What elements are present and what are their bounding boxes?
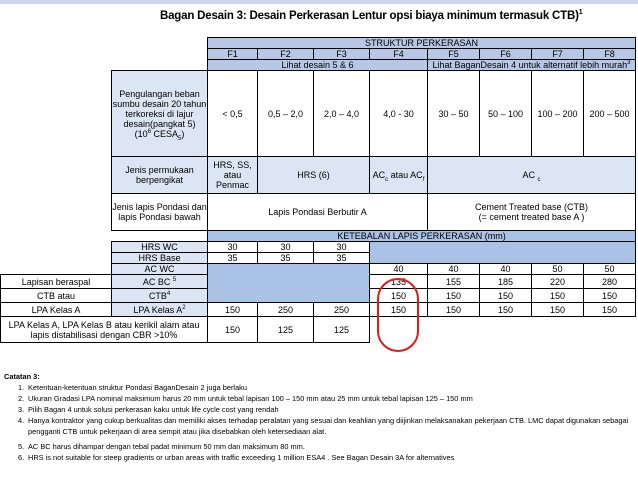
ctb-atau-label: CTB atau bbox=[0, 288, 112, 303]
note-4: 4. Hanya kontraktor yang cukup berkualita… bbox=[18, 416, 629, 425]
ctb-f7: 150 bbox=[531, 288, 584, 303]
hrs-wc-label: HRS WC bbox=[111, 241, 208, 253]
f4-highlight-circle bbox=[377, 278, 419, 352]
hrs-base-f3: 35 bbox=[313, 252, 370, 264]
hrs-wc-f1: 30 bbox=[207, 241, 258, 253]
pengulangan-f2: 0,5 – 2,0 bbox=[257, 70, 314, 157]
lpa-bawah-f1: 150 bbox=[207, 316, 258, 343]
lpa-f2: 250 bbox=[257, 302, 314, 317]
lpa-bawah-f3: 125 bbox=[313, 316, 370, 343]
pengulangan-f8: 200 – 500 bbox=[583, 70, 636, 157]
lpa-f4: 150 bbox=[369, 302, 428, 317]
note-5: 5. AC BC harus dihampar dengan tebal pada… bbox=[18, 442, 305, 451]
col-f2: F2 bbox=[257, 48, 314, 60]
lapisan-beraspal-label: Lapisan beraspal bbox=[0, 274, 112, 289]
pondasi-right: Cement Treated base (CTB) (= cement treat… bbox=[427, 193, 636, 231]
ac-wc-f6: 40 bbox=[479, 263, 532, 275]
note-2: 2. Ukuran Gradasi LPA nominal maksimum ha… bbox=[18, 394, 473, 403]
hrs-base-label: HRS Base bbox=[111, 252, 208, 264]
top-accent-bar bbox=[0, 0, 638, 4]
ac-bc-f6: 185 bbox=[479, 274, 532, 289]
lihat-desain-left: Lihat desain 5 & 6 bbox=[207, 59, 428, 71]
lpa-bawah-label: LPA Kelas A, LPA Kelas B atau kerikil al… bbox=[0, 316, 208, 343]
ac-wc-f7: 50 bbox=[531, 263, 584, 275]
pengulangan-f3: 2,0 – 4,0 bbox=[313, 70, 370, 157]
col-f4: F4 bbox=[369, 48, 428, 60]
ac-wc-f4: 40 bbox=[369, 263, 428, 275]
ac-bc-label: AC BC 5 bbox=[111, 274, 208, 289]
lpa-f1: 150 bbox=[207, 302, 258, 317]
col-f8: F8 bbox=[583, 48, 636, 60]
lpa-f3: 250 bbox=[313, 302, 370, 317]
ac-bc-f8: 280 bbox=[583, 274, 636, 289]
lpa-f5: 150 bbox=[427, 302, 480, 317]
ac-bc-f7: 220 bbox=[531, 274, 584, 289]
lpa-f7: 150 bbox=[531, 302, 584, 317]
permukaan-f2-f3: HRS (6) bbox=[257, 156, 370, 194]
permukaan-f1: HRS, SS, atau Penmac bbox=[207, 156, 258, 194]
hrs-base-f2: 35 bbox=[257, 252, 314, 264]
ketebalan-header: KETEBALAN LAPIS PERKERASAN (mm) bbox=[207, 230, 636, 242]
pengulangan-f7: 100 – 200 bbox=[531, 70, 584, 157]
lpa-kelas-a-side-label: LPA Kelas A bbox=[0, 302, 112, 317]
blank-left bbox=[207, 263, 370, 303]
hrs-wc-f3: 30 bbox=[313, 241, 370, 253]
ctb-f5: 150 bbox=[427, 288, 480, 303]
col-f7: F7 bbox=[531, 48, 584, 60]
pondasi-left: Lapis Pondasi Berbutir A bbox=[207, 193, 428, 231]
ctb-f8: 150 bbox=[583, 288, 636, 303]
struktur-header: STRUKTUR PERKERASAN bbox=[207, 37, 636, 49]
notes-heading: Catatan 3: bbox=[4, 372, 40, 381]
note-4-cont: pengganti CTB untuk pekerjaan di area se… bbox=[28, 427, 327, 436]
lpa-f8: 150 bbox=[583, 302, 636, 317]
pavement-design-table: STRUKTUR PERKERASAN F1 F2 F3 F4 F5 F6 F7… bbox=[0, 37, 636, 343]
pengulangan-f5: 30 – 50 bbox=[427, 70, 480, 157]
ac-wc-f8: 50 bbox=[583, 263, 636, 275]
ac-wc-f5: 40 bbox=[427, 263, 480, 275]
page-title: Bagan Desain 3: Desain Perkerasan Lentur… bbox=[160, 9, 583, 22]
lpa-f6: 150 bbox=[479, 302, 532, 317]
pengulangan-label: Pengulangan beban sumbu desain 20 tahun … bbox=[111, 70, 208, 157]
ctb-label: CTB4 bbox=[111, 288, 208, 303]
note-3: 3. Pilih Bagan 4 untuk solusi perkerasan … bbox=[18, 405, 279, 414]
col-f5: F5 bbox=[427, 48, 480, 60]
blank-upper-right bbox=[369, 241, 636, 264]
ac-bc-f5: 155 bbox=[427, 274, 480, 289]
permukaan-f4: ACc atau ACf bbox=[369, 156, 428, 194]
col-f6: F6 bbox=[479, 48, 532, 60]
col-f1: F1 bbox=[207, 48, 258, 60]
lihat-desain-right: Lihat BaganDesain 4 untuk alternatif leb… bbox=[427, 59, 636, 71]
note-6: 6. HRS is not suitable for steep gradient… bbox=[18, 453, 455, 462]
col-f3: F3 bbox=[313, 48, 370, 60]
lpa-bawah-f2: 125 bbox=[257, 316, 314, 343]
hrs-base-f1: 35 bbox=[207, 252, 258, 264]
pondasi-label: Jenis lapis Pondasi dan lapis Pondasi ba… bbox=[111, 193, 208, 231]
pengulangan-f1: < 0,5 bbox=[207, 70, 258, 157]
ctb-f6: 150 bbox=[479, 288, 532, 303]
pengulangan-f4: 4,0 - 30 bbox=[369, 70, 428, 157]
hrs-wc-f2: 30 bbox=[257, 241, 314, 253]
lpa-kelas-a-label: LPA Kelas A2 bbox=[111, 302, 208, 317]
pengulangan-f6: 50 – 100 bbox=[479, 70, 532, 157]
permukaan-f5-f8: AC c bbox=[427, 156, 636, 194]
permukaan-label: Jenis permukaan berpengikat bbox=[111, 156, 208, 194]
note-1: 1. Ketentuan-ketentuan struktur Pondasi B… bbox=[18, 383, 247, 392]
ac-wc-label: AC WC bbox=[111, 263, 208, 275]
